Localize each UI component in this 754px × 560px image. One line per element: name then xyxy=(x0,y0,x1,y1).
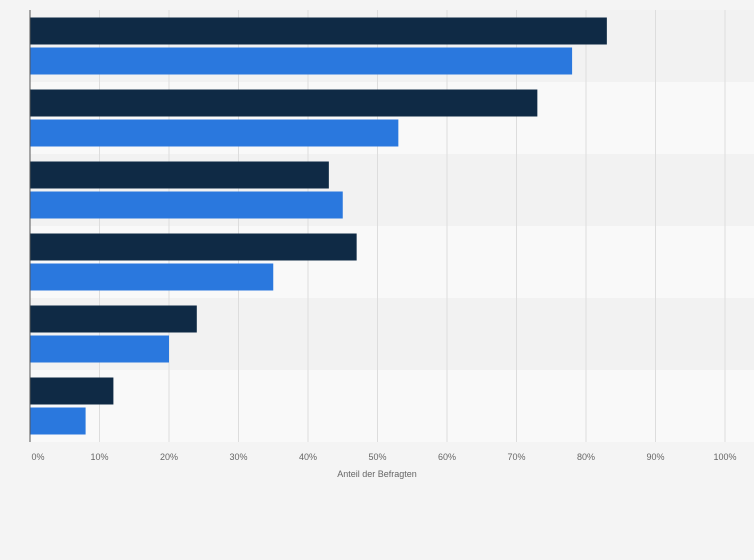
x-tick-label: 60% xyxy=(438,452,456,462)
bar-series-1 xyxy=(30,377,114,405)
x-tick-label: 40% xyxy=(299,452,317,462)
x-tick-label: 90% xyxy=(646,452,664,462)
gridlines xyxy=(99,10,726,442)
row-bands xyxy=(30,10,754,442)
row-band xyxy=(30,370,754,442)
bar-series-2 xyxy=(30,47,573,75)
bar-series-2 xyxy=(30,407,86,435)
x-tick-label: 20% xyxy=(160,452,178,462)
x-tick-label: 80% xyxy=(577,452,595,462)
bar-series-1 xyxy=(30,233,357,261)
x-tick-label: 50% xyxy=(368,452,386,462)
x-tick-label: 100% xyxy=(713,452,736,462)
bar-series-2 xyxy=(30,263,274,291)
x-tick-label: 70% xyxy=(507,452,525,462)
x-tick-label: 0% xyxy=(31,452,44,462)
x-tick-labels: 0% 10% 20% 30% 40% 50% 60% 70% 80% 90% 100% xyxy=(31,452,736,462)
bar-series-1 xyxy=(30,17,607,45)
bars xyxy=(30,17,607,435)
x-tick-label: 10% xyxy=(90,452,108,462)
x-tick-label: 30% xyxy=(229,452,247,462)
bar-series-2 xyxy=(30,191,343,219)
bar-series-1 xyxy=(30,89,538,117)
bar-series-1 xyxy=(30,305,197,333)
bar-series-1 xyxy=(30,161,329,189)
x-axis-title: Anteil der Befragten xyxy=(337,469,417,479)
bar-series-2 xyxy=(30,119,399,147)
bar-series-2 xyxy=(30,335,169,363)
